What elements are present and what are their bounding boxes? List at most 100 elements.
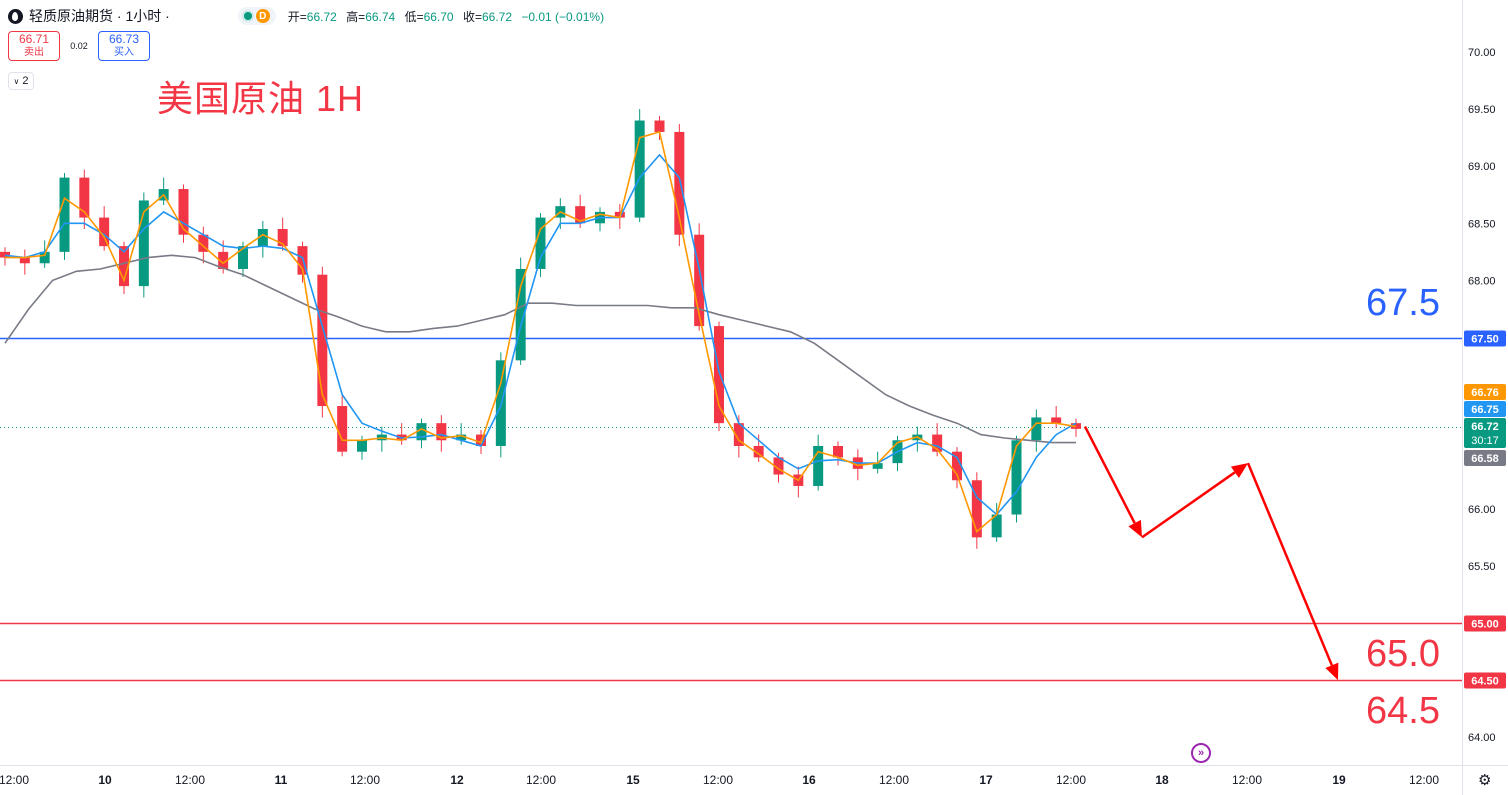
x-tick-label: 17 — [979, 773, 993, 787]
candle-body — [952, 451, 962, 481]
candle-body — [674, 131, 685, 235]
candle-body — [456, 434, 467, 441]
oil-drop-icon — [8, 8, 23, 24]
sell-label: 卖出 — [24, 47, 44, 58]
scroll-to-realtime-button[interactable]: » — [1191, 743, 1211, 763]
high-label: 高= — [346, 9, 366, 24]
candle-body — [813, 445, 824, 486]
indicators-toggle-button[interactable]: ∨ 2 — [8, 72, 34, 90]
market-status-badge[interactable]: D — [237, 7, 276, 25]
open-value: 66.72 — [306, 9, 337, 24]
annotation-level-67-5: 67.5 — [1366, 282, 1440, 324]
candle-body — [178, 189, 189, 235]
candle-body — [733, 423, 744, 446]
annotation-level-65-0: 65.0 — [1366, 633, 1440, 675]
price-tag — [1464, 450, 1506, 466]
candle-body — [337, 406, 348, 452]
candle-body — [694, 234, 705, 327]
candle-body — [833, 445, 843, 458]
y-tick-label: 64.00 — [1468, 732, 1496, 744]
candle-body — [59, 177, 70, 252]
x-tick-label: 12:00 — [526, 773, 556, 787]
y-tick-label: 69.00 — [1468, 161, 1496, 173]
buy-button[interactable]: 66.73 买入 — [98, 31, 150, 61]
projection-arrow-head — [1230, 463, 1248, 479]
market-open-icon — [243, 12, 252, 20]
candle-body — [932, 434, 943, 452]
x-tick-label: 12:00 — [703, 773, 733, 787]
x-tick-label: 12:00 — [1409, 773, 1439, 787]
symbol-title[interactable]: 轻质原油期货 · 1小时 · — [29, 8, 170, 24]
candle-body — [138, 200, 149, 287]
projection-arrow-segment — [1141, 471, 1236, 539]
level-price-tag — [1464, 672, 1506, 689]
candle-body — [357, 440, 367, 452]
projection-arrow-segment — [1246, 462, 1334, 666]
candle-body — [773, 457, 784, 475]
level-price-tag-label: 64.50 — [1471, 676, 1499, 688]
x-tick-label: 10 — [98, 773, 112, 787]
candle-body — [535, 217, 546, 269]
candle-body — [1031, 417, 1042, 441]
x-tick-label: 18 — [1155, 773, 1169, 787]
candle-body — [654, 120, 665, 132]
price-tag — [1464, 384, 1506, 400]
change-value: −0.01 (−0.01%) — [521, 9, 605, 24]
sell-price: 66.71 — [18, 32, 50, 46]
projection-arrow-head — [1128, 519, 1142, 538]
candle-body — [79, 177, 90, 218]
candle-body — [971, 480, 982, 538]
x-tick-label: 15 — [626, 773, 640, 787]
candle-body — [753, 445, 764, 458]
settings-gear-icon[interactable]: ⚙ — [1478, 772, 1492, 789]
candle-body — [1011, 440, 1022, 515]
x-tick-label: 12 — [450, 773, 464, 787]
x-tick-label: 16 — [802, 773, 816, 787]
y-tick-label: 65.50 — [1468, 561, 1496, 573]
level-price-tag — [1464, 615, 1506, 632]
level-price-tag-label: 67.50 — [1471, 334, 1499, 346]
ma-mid-line — [4, 153, 1077, 516]
symbol-header: 轻质原油期货 · 1小时 · D 开=66.72 高=66.74 低=66.70… — [8, 6, 610, 26]
x-tick-label: 12:00 — [1232, 773, 1262, 787]
low-label: 低= — [404, 9, 424, 24]
candle-body — [0, 251, 10, 258]
candle-body — [436, 423, 447, 441]
delayed-data-badge: D — [255, 9, 270, 23]
candle-body — [872, 463, 883, 469]
ohlc-readout: 开=66.72 高=66.74 低=66.70 收=66.72 −0.01 (−… — [288, 8, 610, 25]
y-tick-label: 68.00 — [1468, 275, 1496, 287]
level-price-tag-label: 65.00 — [1471, 619, 1499, 631]
double-chevron-right-icon: » — [1197, 747, 1205, 759]
candle-body — [317, 274, 328, 407]
high-value: 66.74 — [365, 9, 396, 24]
y-tick-label: 68.50 — [1468, 218, 1496, 230]
x-tick-label: 12:00 — [1056, 773, 1086, 787]
x-tick-label: 11 — [275, 773, 288, 787]
candles-group — [0, 109, 1081, 549]
candle-body — [575, 206, 586, 224]
price-tag-label: 66.58 — [1471, 453, 1499, 465]
candle-body — [99, 217, 110, 247]
projection-arrow-head — [1325, 662, 1339, 681]
sell-button[interactable]: 66.71 卖出 — [8, 31, 60, 61]
ma-fast-line — [5, 130, 1077, 533]
candle-body — [416, 423, 427, 441]
candle-body — [1051, 417, 1062, 424]
candle-body — [198, 234, 209, 252]
candle-body — [515, 268, 526, 361]
x-tick-label: 12:00 — [175, 773, 205, 787]
price-tag-label: 66.72 — [1471, 421, 1499, 433]
open-label: 开= — [287, 9, 307, 24]
candle-body — [218, 251, 229, 269]
candle-body — [634, 120, 645, 218]
price-tag-countdown: 30:17 — [1471, 435, 1499, 447]
candle-body — [257, 229, 268, 247]
x-tick-label: 12:00 — [0, 773, 29, 787]
price-tag — [1464, 401, 1506, 417]
price-tag — [1464, 418, 1506, 448]
annotation-level-64-5: 64.5 — [1366, 690, 1440, 732]
candle-body — [714, 326, 724, 424]
spread-value: 0.02 — [70, 41, 88, 51]
